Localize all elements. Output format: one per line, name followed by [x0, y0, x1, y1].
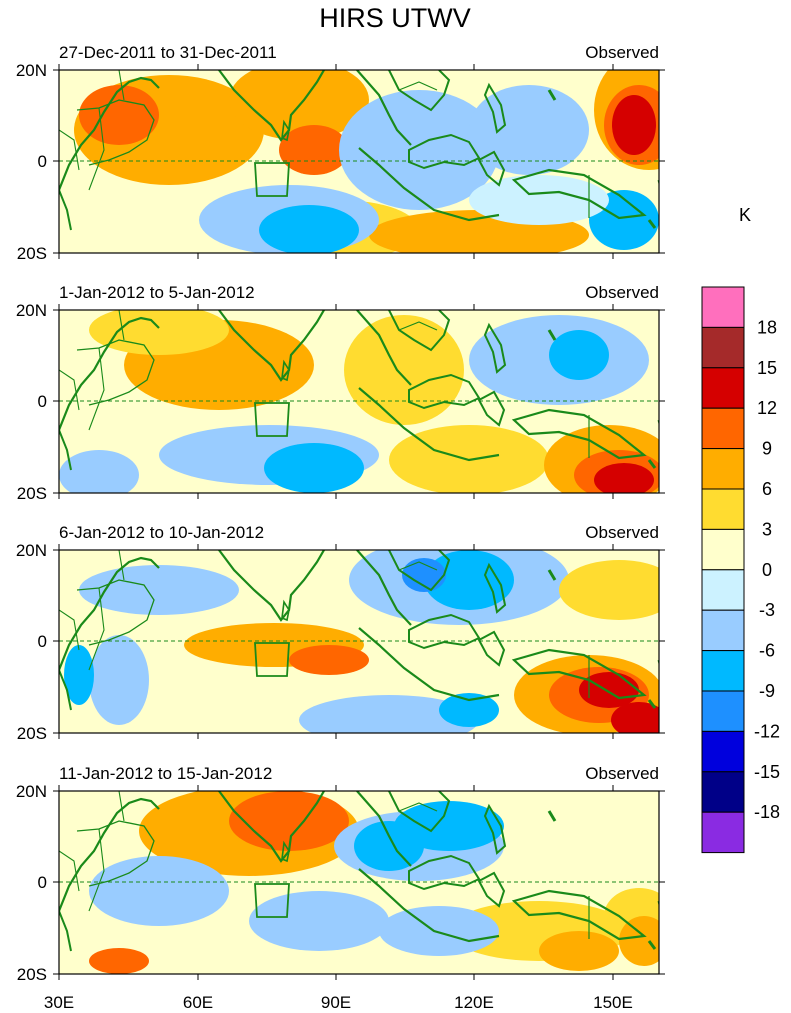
map-panel: 11-Jan-2012 to 15-Jan-2012 Observed 20N 0 20…	[16, 764, 665, 984]
colorbar-swatch	[701, 448, 745, 490]
lon-label-90e: 90E	[321, 993, 351, 1012]
anomaly-contour	[611, 702, 659, 733]
colorbar-swatch	[701, 488, 745, 530]
panel-observed-label: Observed	[585, 523, 659, 542]
lat-label: 20N	[16, 61, 47, 80]
colorbar-label: -9	[759, 681, 775, 701]
anomaly-contour	[469, 85, 589, 175]
anomaly-contour	[289, 645, 369, 675]
anomaly-contour	[394, 801, 504, 851]
anomaly-contour	[594, 463, 654, 493]
lat-label: 0	[38, 392, 47, 411]
colorbar-swatch	[701, 690, 745, 732]
colorbar-swatch	[701, 771, 745, 813]
anomaly-contour	[64, 645, 94, 705]
colorbar-label: 12	[757, 398, 777, 418]
anomaly-contour	[279, 125, 349, 175]
anomaly-field	[59, 310, 659, 493]
anomaly-contour	[402, 558, 446, 592]
anomaly-contour	[619, 916, 659, 966]
lat-label: 20N	[16, 782, 47, 801]
colorbar-swatch	[701, 286, 745, 328]
lat-label: 0	[38, 632, 47, 651]
anomaly-contour	[344, 315, 464, 425]
colorbar-swatch	[701, 407, 745, 450]
panel-period-label: 27-Dec-2011 to 31-Dec-2011	[59, 43, 277, 62]
colorbar-swatch	[701, 609, 745, 652]
lon-label-120e: 120E	[454, 993, 494, 1012]
colorbar-swatch	[701, 730, 745, 773]
colorbar-label: 18	[757, 317, 777, 337]
colorbar: 18 15 12 9 6 3 0 -3 -6 -9 -12 -15 -18	[701, 286, 780, 854]
colorbar-label: -18	[754, 802, 780, 822]
panel-period-label: 1-Jan-2012 to 5-Jan-2012	[59, 283, 255, 302]
anomaly-contour	[89, 948, 149, 974]
anomaly-field	[59, 70, 659, 253]
lon-label-150e: 150E	[593, 993, 633, 1012]
colorbar-label: 15	[757, 358, 777, 378]
anomaly-contour	[229, 791, 349, 851]
anomaly-contour	[89, 310, 229, 355]
colorbar-label: -6	[759, 641, 775, 661]
lat-label: 20N	[16, 541, 47, 560]
colorbar-label: 9	[762, 439, 772, 459]
anomaly-contour	[249, 891, 389, 951]
anomaly-field	[59, 791, 659, 974]
map-panel: 1-Jan-2012 to 5-Jan-2012 Observed 20N 0 20S	[16, 283, 665, 503]
anomaly-contour	[59, 450, 139, 493]
lat-label: 20S	[17, 484, 47, 503]
map-panel: 6-Jan-2012 to 10-Jan-2012 Observed 20N 0 20S	[16, 523, 665, 743]
longitude-axis: 30E 60E 90E 120E 150E	[44, 993, 633, 1012]
map-panel: 27-Dec-2011 to 31-Dec-2011 Observed 20N 0 20…	[16, 43, 665, 263]
anomaly-contour	[79, 565, 239, 615]
colorbar-swatch	[701, 650, 745, 692]
panel-observed-label: Observed	[585, 43, 659, 62]
anomaly-contour	[89, 635, 149, 725]
anomaly-contour	[469, 175, 609, 225]
colorbar-label: 3	[762, 519, 772, 539]
anomaly-contour	[89, 856, 229, 926]
unit-label: K	[739, 205, 751, 225]
anomaly-field	[59, 550, 659, 733]
lat-label: 20S	[17, 965, 47, 984]
anomaly-contour	[79, 85, 159, 145]
anomaly-contour	[579, 672, 639, 708]
anomaly-contour	[539, 931, 619, 971]
lon-label-30e: 30E	[44, 993, 74, 1012]
anomaly-contour	[259, 205, 359, 253]
lat-label: 20N	[16, 301, 47, 320]
colorbar-label: 6	[762, 479, 772, 499]
anomaly-contour	[612, 95, 656, 155]
colorbar-label: -3	[759, 600, 775, 620]
colorbar-label: -12	[754, 721, 780, 741]
anomaly-contour	[299, 695, 479, 733]
colorbar-label: -15	[754, 762, 780, 782]
panel-period-label: 6-Jan-2012 to 10-Jan-2012	[59, 523, 264, 542]
colorbar-swatch	[701, 811, 745, 854]
figure-title: HIRS UTWV	[319, 3, 471, 33]
anomaly-contour	[559, 560, 659, 620]
colorbar-swatch	[701, 569, 745, 611]
colorbar-label: 0	[762, 560, 772, 580]
colorbar-swatch	[701, 326, 745, 369]
lat-label: 0	[38, 152, 47, 171]
panel-observed-label: Observed	[585, 283, 659, 302]
map-panels: 27-Dec-2011 to 31-Dec-2011 Observed 20N 0 20…	[16, 43, 665, 984]
lon-label-60e: 60E	[183, 993, 213, 1012]
anomaly-contour	[264, 443, 364, 493]
anomaly-contour	[339, 90, 499, 210]
lat-label: 20S	[17, 724, 47, 743]
anomaly-contour	[549, 330, 609, 380]
panel-period-label: 11-Jan-2012 to 15-Jan-2012	[59, 764, 272, 783]
lat-label: 20S	[17, 244, 47, 263]
colorbar-swatch	[701, 528, 745, 571]
lat-label: 0	[38, 873, 47, 892]
anomaly-contour	[379, 906, 499, 956]
panel-observed-label: Observed	[585, 764, 659, 783]
anomaly-contour	[439, 693, 499, 727]
colorbar-swatch	[701, 367, 745, 409]
